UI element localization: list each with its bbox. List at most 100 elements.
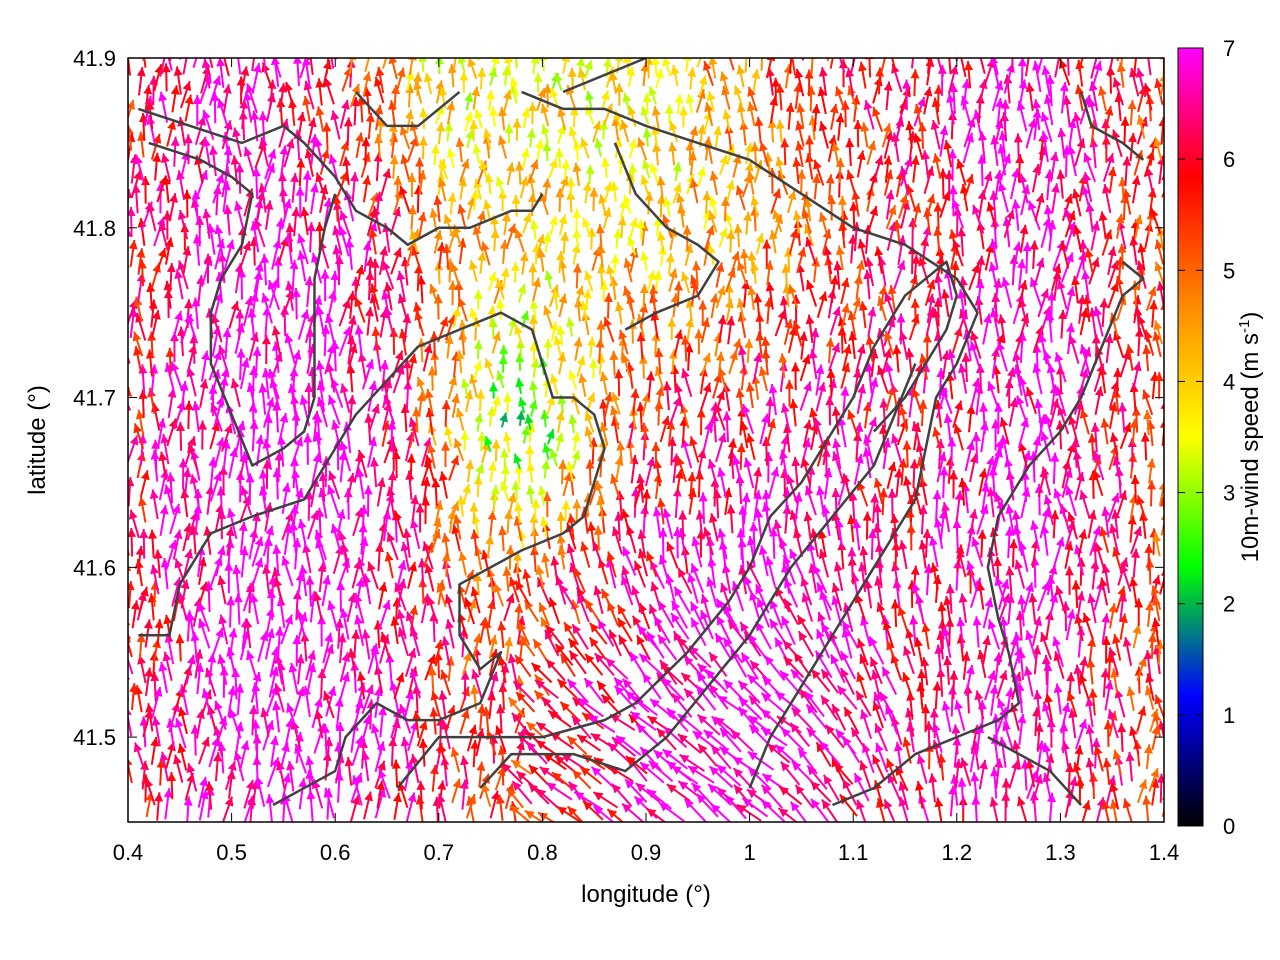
wind-arrow bbox=[171, 310, 183, 342]
wind-arrow bbox=[295, 609, 307, 640]
wind-arrow bbox=[191, 401, 201, 433]
wind-arrow bbox=[500, 480, 510, 501]
wind-arrow bbox=[529, 299, 539, 320]
wind-arrow bbox=[949, 670, 959, 700]
wind-arrow bbox=[1060, 740, 1070, 770]
wind-arrow bbox=[429, 764, 439, 792]
wind-arrow bbox=[162, 175, 172, 204]
wind-arrow bbox=[186, 762, 198, 792]
wind-arrow bbox=[418, 738, 428, 767]
wind-arrow bbox=[689, 125, 699, 151]
wind-arrow bbox=[186, 367, 197, 397]
wind-arrow bbox=[150, 736, 160, 765]
wind-arrow bbox=[378, 768, 391, 799]
wind-arrow bbox=[175, 634, 185, 662]
wind-arrow bbox=[528, 764, 549, 786]
wind-arrow bbox=[273, 58, 282, 78]
wind-arrow bbox=[1016, 796, 1028, 822]
wind-arrow bbox=[610, 473, 621, 499]
wind-arrow bbox=[457, 204, 467, 230]
wind-arrow bbox=[284, 81, 295, 110]
wind-arrow bbox=[128, 424, 130, 446]
wind-arrow bbox=[818, 121, 829, 149]
wind-arrow bbox=[897, 605, 909, 633]
wind-arrow bbox=[484, 435, 493, 453]
wind-arrow bbox=[936, 58, 945, 77]
wind-arrow bbox=[473, 572, 483, 596]
wind-arrow bbox=[847, 409, 859, 436]
wind-arrow bbox=[354, 577, 365, 609]
wind-arrow bbox=[413, 72, 423, 96]
wind-arrow bbox=[469, 307, 478, 328]
wind-arrow bbox=[607, 741, 631, 764]
wind-arrow bbox=[613, 228, 622, 249]
wind-arrow bbox=[159, 751, 169, 782]
wind-arrow bbox=[128, 758, 133, 784]
wind-arrow bbox=[268, 666, 279, 698]
wind-arrow bbox=[416, 780, 426, 810]
wind-arrow bbox=[514, 654, 532, 678]
wind-arrow bbox=[491, 439, 501, 462]
wind-arrow bbox=[846, 169, 857, 197]
wind-arrow bbox=[386, 532, 399, 561]
wind-arrow bbox=[503, 392, 513, 413]
wind-arrow bbox=[638, 354, 648, 379]
wind-arrow bbox=[417, 33, 426, 56]
wind-arrow bbox=[627, 419, 637, 449]
wind-arrow bbox=[755, 232, 765, 255]
wind-arrow bbox=[425, 407, 435, 435]
wind-arrow bbox=[829, 58, 834, 69]
wind-arrow bbox=[290, 172, 300, 203]
wind-arrow bbox=[898, 540, 908, 570]
wind-arrow bbox=[840, 362, 851, 390]
wind-arrow bbox=[455, 407, 465, 431]
wind-arrow bbox=[362, 87, 372, 115]
wind-arrow bbox=[459, 708, 470, 735]
wind-arrow bbox=[151, 686, 163, 718]
wind-arrow bbox=[592, 541, 605, 570]
wind-arrow bbox=[130, 600, 140, 629]
wind-arrow bbox=[302, 170, 312, 203]
wind-arrow bbox=[473, 633, 482, 659]
wind-arrow bbox=[941, 289, 950, 318]
wind-arrow bbox=[346, 472, 356, 503]
wind-arrow bbox=[547, 709, 572, 728]
wind-arrow bbox=[151, 716, 161, 747]
wind-arrow bbox=[362, 71, 372, 96]
wind-arrow bbox=[1046, 363, 1056, 395]
wind-arrow bbox=[791, 294, 801, 323]
wind-arrow bbox=[285, 280, 295, 311]
wind-arrow bbox=[572, 263, 582, 289]
wind-arrow bbox=[464, 389, 474, 413]
wind-arrow bbox=[211, 627, 224, 658]
wind-arrow bbox=[521, 425, 531, 444]
wind-arrow bbox=[1034, 398, 1044, 431]
wind-arrow bbox=[530, 358, 540, 378]
wind-arrow bbox=[217, 654, 228, 686]
wind-arrow bbox=[496, 298, 505, 320]
wind-arrow bbox=[1132, 624, 1142, 649]
wind-arrow bbox=[530, 662, 553, 684]
wind-arrow bbox=[472, 143, 482, 164]
wind-arrow bbox=[373, 76, 385, 104]
wind-arrow bbox=[467, 58, 478, 80]
wind-arrow bbox=[275, 626, 284, 658]
wind-arrow bbox=[697, 166, 706, 187]
colorbar bbox=[1177, 47, 1204, 827]
wind-arrow bbox=[134, 685, 143, 713]
wind-arrow bbox=[982, 313, 992, 345]
wind-arrow bbox=[218, 26, 228, 56]
wind-arrow bbox=[170, 361, 184, 392]
wind-arrow bbox=[751, 30, 760, 54]
wind-arrow bbox=[154, 618, 164, 647]
wind-arrow bbox=[916, 682, 926, 710]
wind-arrow bbox=[309, 58, 314, 76]
wind-arrow bbox=[166, 119, 176, 147]
wind-arrow bbox=[361, 58, 363, 59]
wind-arrow bbox=[477, 67, 487, 90]
wind-arrow bbox=[1122, 798, 1133, 822]
wind-arrow bbox=[442, 243, 452, 270]
wind-arrow bbox=[526, 461, 536, 483]
wind-arrow bbox=[136, 633, 146, 659]
wind-arrow bbox=[276, 760, 286, 790]
